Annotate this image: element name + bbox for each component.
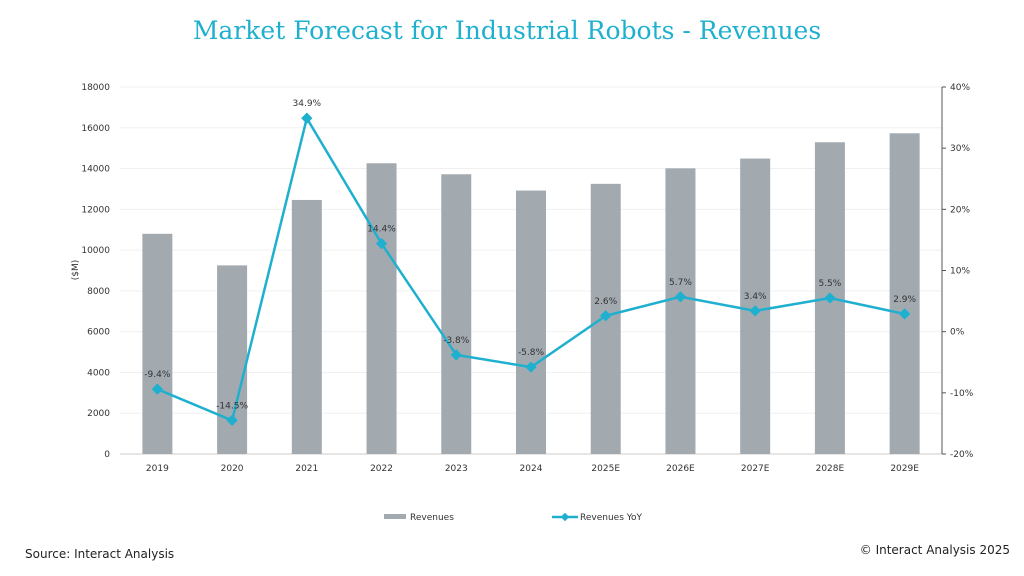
y-tick-label: 12000 bbox=[81, 205, 110, 215]
y2-tick-label: 40% bbox=[950, 83, 970, 93]
legend-revenues-swatch bbox=[384, 514, 406, 519]
x-tick-label: 2019 bbox=[146, 464, 169, 474]
yoy-marker bbox=[898, 308, 911, 320]
yoy-data-label: 3.4% bbox=[744, 292, 767, 302]
x-tick-label: 2025E bbox=[591, 464, 620, 474]
yoy-data-label: 34.9% bbox=[293, 99, 322, 109]
y-tick-label: 2000 bbox=[87, 409, 110, 419]
y2-tick-label: 10% bbox=[950, 267, 970, 277]
yoy-marker bbox=[674, 291, 687, 303]
y-tick-label: 16000 bbox=[81, 124, 110, 134]
yoy-data-label: 5.7% bbox=[669, 278, 692, 288]
y2-tick-label: -10% bbox=[950, 389, 974, 399]
legend-yoy-label: Revenues YoY bbox=[580, 513, 643, 523]
yoy-marker bbox=[749, 305, 761, 317]
revenue-bar bbox=[366, 163, 397, 454]
x-tick-label: 2021 bbox=[295, 464, 318, 474]
yoy-marker bbox=[450, 349, 462, 361]
source-note: Source: Interact Analysis bbox=[25, 547, 175, 561]
yoy-data-label: 5.5% bbox=[818, 279, 841, 289]
yoy-marker bbox=[600, 310, 612, 322]
yoy-marker bbox=[375, 237, 388, 250]
yoy-data-label: -3.8% bbox=[443, 336, 470, 346]
y-tick-label: 4000 bbox=[87, 368, 110, 378]
yoy-data-label: 2.9% bbox=[893, 295, 916, 305]
legend-revenues-label: Revenues bbox=[410, 513, 454, 523]
yoy-marker bbox=[525, 361, 537, 373]
revenue-bar bbox=[516, 190, 546, 454]
y2-tick-label: 30% bbox=[950, 144, 970, 154]
revenue-bar bbox=[142, 233, 173, 454]
copyright-note: © Interact Analysis 2025 bbox=[859, 543, 1010, 557]
x-tick-label: 2028E bbox=[816, 464, 845, 474]
y-tick-label: 8000 bbox=[87, 287, 110, 297]
x-tick-label: 2022 bbox=[370, 464, 393, 474]
yoy-data-label: -9.4% bbox=[144, 370, 171, 380]
yoy-marker bbox=[226, 414, 238, 427]
y2-tick-label: 0% bbox=[950, 328, 965, 338]
y-tick-label: 14000 bbox=[81, 165, 110, 175]
revenue-bar bbox=[441, 174, 472, 454]
yoy-marker bbox=[301, 112, 313, 124]
y-axis-label: ($M) bbox=[71, 260, 81, 281]
revenue-bar bbox=[291, 199, 322, 454]
x-tick-label: 2027E bbox=[741, 464, 770, 474]
yoy-data-label: 14.4% bbox=[367, 225, 396, 235]
y-tick-label: 18000 bbox=[81, 83, 110, 93]
y-tick-label: 0 bbox=[104, 450, 110, 460]
revenue-bar bbox=[889, 133, 920, 454]
legend-yoy-marker bbox=[560, 512, 570, 522]
chart-title: Market Forecast for Industrial Robots - … bbox=[192, 16, 822, 45]
y-tick-label: 10000 bbox=[81, 246, 110, 256]
y-tick-label: 6000 bbox=[87, 328, 110, 338]
yoy-data-label: 2.6% bbox=[594, 297, 617, 307]
x-tick-label: 2026E bbox=[666, 464, 695, 474]
x-tick-label: 2020 bbox=[221, 464, 244, 474]
revenue-bar bbox=[665, 168, 696, 454]
yoy-marker bbox=[824, 292, 836, 304]
yoy-marker bbox=[151, 383, 164, 395]
x-tick-label: 2023 bbox=[445, 464, 468, 474]
y2-tick-label: 20% bbox=[950, 205, 970, 215]
yoy-data-label: -14.5% bbox=[216, 401, 248, 411]
x-tick-label: 2024 bbox=[520, 464, 543, 474]
x-tick-label: 2029E bbox=[890, 464, 919, 474]
yoy-data-label: -5.8% bbox=[518, 348, 545, 358]
y2-tick-label: -20% bbox=[950, 450, 974, 460]
